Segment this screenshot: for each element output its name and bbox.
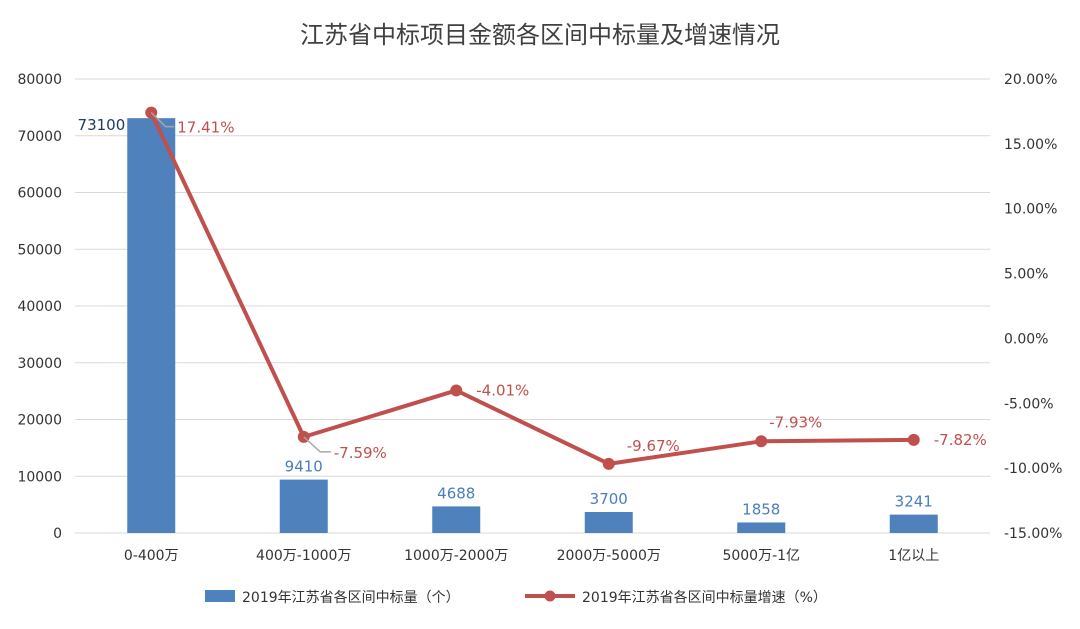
category-label: 400万-1000万 (256, 548, 351, 564)
right-tick-label: 15.00% (1004, 137, 1057, 153)
category-label: 5000万-1亿 (722, 548, 800, 564)
right-tick-label: 5.00% (1004, 267, 1048, 283)
line-data-label: -9.67% (627, 437, 680, 455)
legend: 2019年江苏省各区间中标量（个） 2019年江苏省各区间中标量增速（%） (205, 590, 827, 606)
bar (584, 512, 633, 533)
growth-marker (755, 435, 768, 448)
line-data-label: -7.59% (334, 444, 387, 462)
label-leader-line (150, 112, 175, 128)
right-axis-ticks: -15.00% -10.00% -5.00% 0.00% 5.00% 10.00% 15.0… (1004, 72, 1062, 542)
bar (127, 118, 176, 533)
right-tick-label: -15.00% (1004, 526, 1062, 542)
right-tick-label: 10.00% (1004, 202, 1057, 218)
line-data-label: -7.82% (934, 431, 987, 449)
left-tick-label: 50000 (17, 242, 62, 258)
left-axis-ticks: 0 10000 20000 30000 40000 50000 60000 70000 8000… (17, 72, 62, 542)
left-tick-label: 10000 (17, 469, 62, 485)
legend-line-marker (544, 590, 556, 602)
growth-marker (602, 457, 615, 470)
gridlines (75, 78, 990, 534)
bar-data-label: 3241 (895, 493, 933, 511)
left-tick-label: 80000 (17, 72, 62, 88)
line-data-labels: 17.41% -7.59% -4.01% -9.67% -7.93% -7.82% (150, 112, 987, 462)
category-label: 1000万-2000万 (404, 548, 508, 564)
bar-data-label: 73100 (78, 116, 126, 134)
left-tick-label: 60000 (17, 186, 62, 202)
legend-bar-swatch (205, 590, 235, 602)
bar-data-labels: 73100 9410 4688 3700 1858 3241 (78, 116, 933, 518)
category-label: 1亿以上 (888, 548, 939, 564)
bar (279, 479, 328, 533)
legend-bar-label: 2019年江苏省各区间中标量（个） (242, 590, 460, 606)
category-label: 2000万-5000万 (557, 548, 661, 564)
line-data-label: -4.01% (476, 381, 529, 399)
category-axis-labels: 0-400万 400万-1000万 1000万-2000万 2000万-5000万 50… (124, 548, 939, 564)
category-label: 0-400万 (124, 548, 179, 564)
bar (889, 514, 938, 533)
bar-data-label: 9410 (285, 458, 323, 476)
left-tick-label: 40000 (17, 299, 62, 315)
left-tick-label: 0 (53, 526, 62, 542)
growth-marker (450, 384, 463, 397)
growth-line (149, 111, 914, 466)
line-data-label: -7.93% (769, 413, 822, 431)
chart-title: 江苏省中标项目金额各区间中标量及增速情况 (300, 21, 780, 49)
growth-marker (907, 433, 920, 446)
left-tick-label: 20000 (17, 413, 62, 429)
left-tick-label: 30000 (17, 356, 62, 372)
line-data-label: 17.41% (177, 119, 234, 137)
label-leader-line (303, 436, 331, 453)
legend-line-label: 2019年江苏省各区间中标量增速（%） (582, 590, 827, 606)
bar-data-label: 3700 (590, 490, 628, 508)
bar-series (127, 118, 938, 533)
right-tick-label: 0.00% (1004, 331, 1048, 347)
bar-data-label: 1858 (742, 500, 780, 518)
right-tick-label: -10.00% (1004, 461, 1062, 477)
bar-data-label: 4688 (437, 484, 475, 502)
right-tick-label: -5.00% (1004, 396, 1054, 412)
right-tick-label: 20.00% (1004, 72, 1057, 88)
bar (737, 522, 786, 533)
left-tick-label: 70000 (17, 129, 62, 145)
bar (432, 506, 481, 533)
